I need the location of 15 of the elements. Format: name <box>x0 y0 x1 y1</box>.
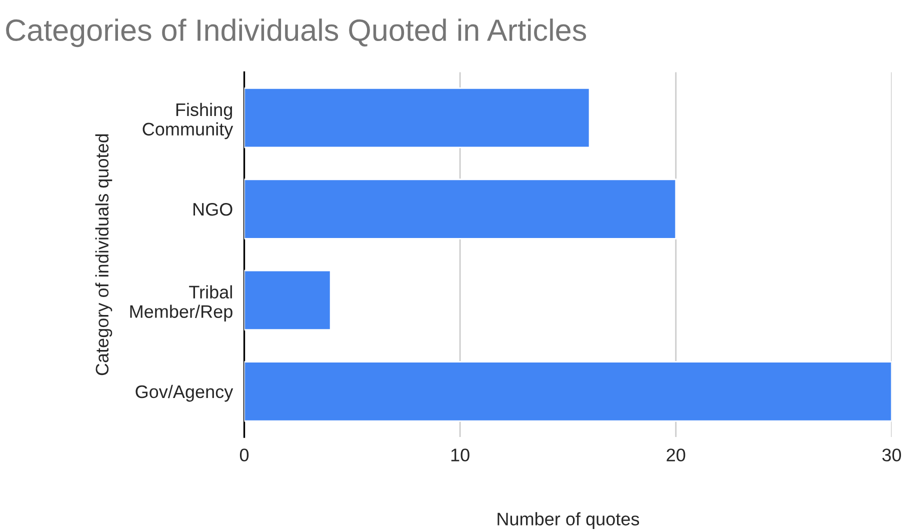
y-tick-label: NGO <box>193 202 232 216</box>
x-tick-label: 0 <box>240 448 249 462</box>
y-tick-label: Fishing Community <box>142 102 234 140</box>
x-tick-label: 10 <box>451 448 470 462</box>
x-axis-title: Number of quotes <box>498 512 640 530</box>
y-tick-label: Tribal Member/Rep <box>130 285 232 322</box>
y-tick-label: Gov/Agency <box>136 384 234 402</box>
bar <box>244 270 332 331</box>
bar <box>244 361 892 422</box>
x-tick-label: 20 <box>666 448 686 462</box>
bar <box>244 87 590 148</box>
x-tick-label: 30 <box>882 448 901 462</box>
y-axis-title: Category of individuals quoted <box>95 134 112 376</box>
bar <box>244 178 677 240</box>
chart-title: Categories of Individuals Quoted in Articles <box>6 18 586 48</box>
